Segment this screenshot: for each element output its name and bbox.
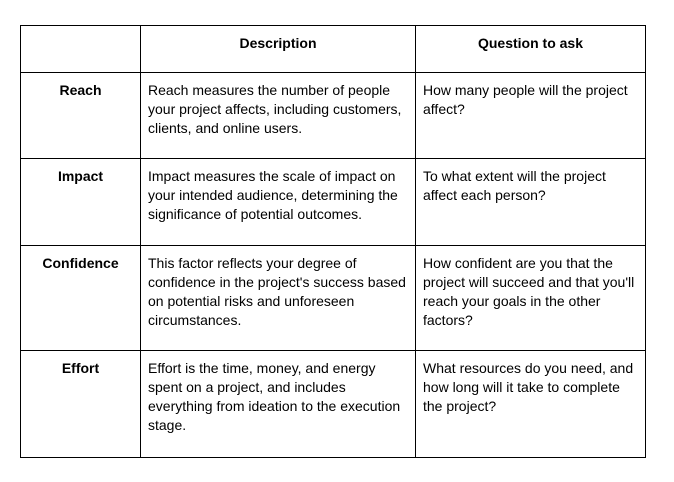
factor-label: Effort xyxy=(20,350,141,458)
description-cell: Reach measures the number of people your… xyxy=(140,72,416,159)
header-description: Description xyxy=(140,25,416,73)
question-cell: How confident are you that the project w… xyxy=(415,245,646,351)
table-row: Confidence This factor reflects your deg… xyxy=(20,245,646,351)
factor-label: Confidence xyxy=(20,245,141,351)
header-row: Description Question to ask xyxy=(20,25,646,73)
table-row: Effort Effort is the time, money, and en… xyxy=(20,350,646,458)
description-cell: Impact measures the scale of impact on y… xyxy=(140,158,416,246)
table-row: Reach Reach measures the number of peopl… xyxy=(20,72,646,159)
rice-table: Description Question to ask Reach Reach … xyxy=(20,25,646,458)
factor-label: Impact xyxy=(20,158,141,246)
description-cell: Effort is the time, money, and energy sp… xyxy=(140,350,416,458)
question-cell: To what extent will the project affect e… xyxy=(415,158,646,246)
description-cell: This factor reflects your degree of conf… xyxy=(140,245,416,351)
question-cell: What resources do you need, and how long… xyxy=(415,350,646,458)
question-cell: How many people will the project affect? xyxy=(415,72,646,159)
header-empty xyxy=(20,25,141,73)
header-question: Question to ask xyxy=(415,25,646,73)
factor-label: Reach xyxy=(20,72,141,159)
table-row: Impact Impact measures the scale of impa… xyxy=(20,158,646,246)
